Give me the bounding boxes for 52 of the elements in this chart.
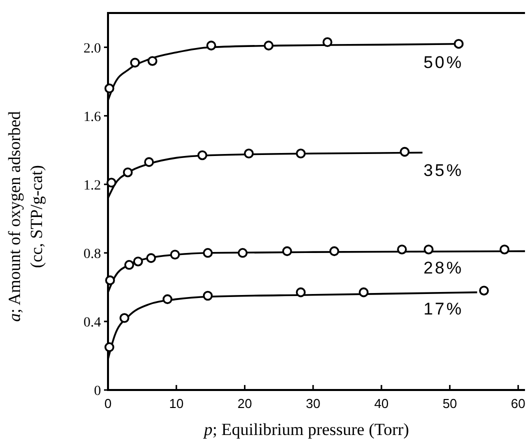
point: [454, 38, 464, 49]
point: [397, 244, 407, 254]
y-tick-label: 0: [94, 384, 101, 399]
point: [244, 148, 254, 158]
x-tick-label: 10: [169, 396, 184, 411]
x-tick-label: 60: [510, 396, 526, 411]
point: [358, 287, 369, 298]
y-tick-label: 1.2: [84, 178, 101, 194]
point: [104, 342, 114, 352]
point: [400, 146, 410, 157]
point: [106, 178, 116, 188]
point: [162, 294, 172, 304]
x-tick-label: 40: [374, 396, 389, 411]
y-tick-label: 0.4: [84, 315, 101, 330]
point: [105, 275, 115, 286]
point: [170, 250, 180, 260]
point: [144, 157, 154, 167]
series-label: 17%: [423, 300, 464, 319]
point: [202, 290, 213, 301]
x-tick-label: 0: [104, 396, 112, 411]
point: [133, 256, 143, 266]
x-tick-label: 20: [237, 396, 252, 411]
point: [424, 244, 434, 254]
y-tick-label: 2.0: [84, 41, 101, 56]
x-axis-title: p; Equilibrium pressure (Torr): [202, 420, 410, 439]
point: [122, 167, 133, 178]
point: [296, 287, 306, 298]
point: [282, 246, 292, 256]
point: [202, 248, 213, 258]
x-tick-label: 50: [442, 396, 458, 411]
point: [146, 253, 156, 263]
point: [238, 248, 248, 258]
y-tick-label: 0.8: [84, 246, 101, 262]
y-axis-title: a; Amount of oxygen adsorbed (cc, STP/g-cat): [5, 110, 46, 322]
point: [322, 37, 332, 48]
point: [124, 260, 134, 270]
point: [130, 58, 140, 68]
series-label: 28%: [423, 258, 464, 278]
point: [104, 84, 114, 94]
point: [206, 40, 216, 50]
point: [329, 246, 340, 256]
x-tick-label: 30: [306, 396, 320, 411]
point: [148, 56, 158, 66]
point: [296, 148, 306, 158]
point: [120, 313, 130, 323]
point: [500, 244, 510, 254]
series-label: 35%: [423, 160, 464, 180]
point: [197, 150, 208, 160]
point: [479, 286, 489, 296]
point: [264, 40, 274, 50]
y-tick-label: 1.6: [84, 110, 101, 125]
series-label: 50%: [423, 52, 464, 72]
